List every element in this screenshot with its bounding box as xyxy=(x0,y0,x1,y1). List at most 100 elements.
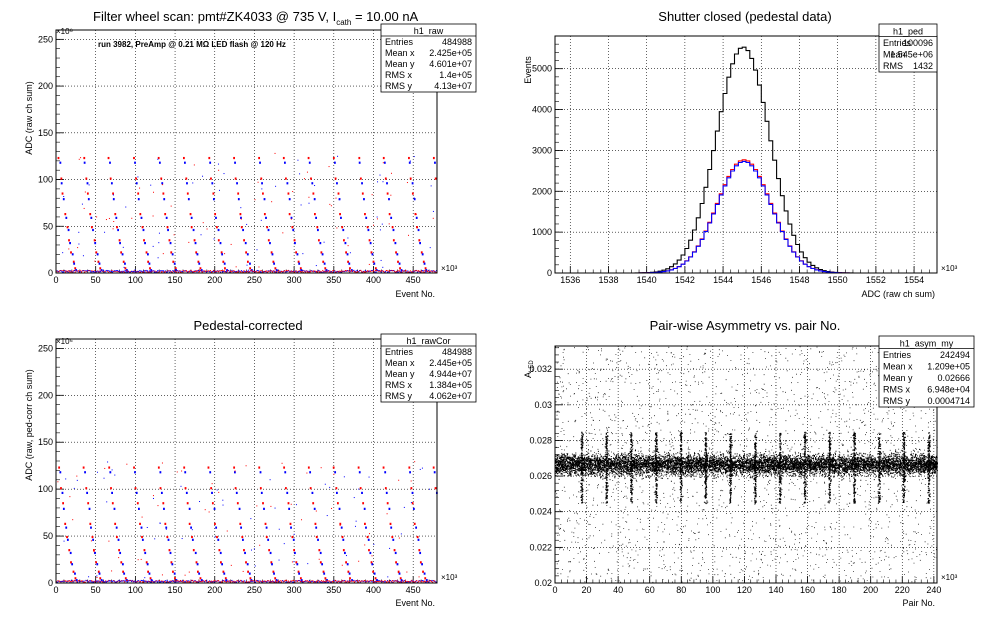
data-point-blue xyxy=(308,161,311,164)
stats-value: 4.062e+07 xyxy=(429,391,472,401)
data-point-baseline xyxy=(152,270,154,272)
data-point-red xyxy=(166,535,169,539)
data-point-baseline xyxy=(112,271,114,273)
data-point-baseline xyxy=(215,271,217,273)
data-point-baseline xyxy=(86,270,88,272)
data-point-red xyxy=(124,267,127,270)
data-point-baseline xyxy=(397,270,399,272)
data-point-baseline xyxy=(376,270,378,272)
data-point-baseline xyxy=(178,580,180,582)
data-point-baseline xyxy=(343,270,345,272)
data-point-baseline xyxy=(246,270,248,272)
data-point-blue xyxy=(88,507,91,510)
data-point-baseline xyxy=(403,270,405,272)
data-point-baseline xyxy=(197,581,199,583)
data-point-baseline xyxy=(156,580,158,582)
data-point-baseline xyxy=(94,579,96,582)
data-point-baseline xyxy=(347,580,349,582)
data-point-baseline xyxy=(433,579,435,582)
data-point-baseline xyxy=(192,271,194,273)
data-point-sparse xyxy=(125,206,127,208)
data-point-baseline xyxy=(194,270,196,272)
data-point-blue xyxy=(142,228,145,232)
data-point-blue xyxy=(190,216,193,219)
data-point-baseline xyxy=(432,580,434,582)
data-point-baseline xyxy=(402,270,404,272)
data-point-baseline xyxy=(247,581,250,583)
data-point-baseline xyxy=(150,270,152,272)
data-point-red xyxy=(366,226,369,229)
data-point-baseline xyxy=(66,581,68,583)
data-point-red xyxy=(259,487,262,490)
data-point-red xyxy=(57,156,60,160)
data-point-baseline xyxy=(200,580,203,582)
data-point-baseline xyxy=(191,579,193,582)
x-tick-label: 1536 xyxy=(560,275,580,285)
data-point-red xyxy=(293,239,296,242)
data-point-baseline xyxy=(142,579,144,582)
data-point-sparse xyxy=(410,502,412,504)
data-point-baseline xyxy=(407,270,409,272)
data-point-red xyxy=(399,577,402,580)
data-point-baseline xyxy=(254,581,256,583)
data-point-red xyxy=(99,577,102,580)
data-point-baseline xyxy=(104,271,106,273)
x-tick-label: 160 xyxy=(800,585,815,595)
data-point-red xyxy=(409,177,412,180)
data-point-blue xyxy=(263,198,266,201)
data-point-baseline xyxy=(312,580,314,582)
data-point-baseline xyxy=(395,270,397,272)
x-tick-label: 400 xyxy=(366,275,381,285)
data-point-baseline xyxy=(255,579,257,582)
data-point-baseline xyxy=(201,581,203,583)
data-point-baseline xyxy=(146,271,148,273)
data-point-baseline xyxy=(111,269,113,272)
data-point-baseline xyxy=(317,270,319,272)
data-point-sparse xyxy=(278,528,280,530)
data-point-baseline xyxy=(268,270,270,272)
data-point-baseline xyxy=(299,581,302,583)
data-point-red xyxy=(162,502,165,505)
data-point-baseline xyxy=(432,271,434,273)
data-point-blue xyxy=(134,161,136,164)
data-point-baseline xyxy=(184,581,186,583)
data-point-blue xyxy=(219,241,222,245)
data-point-baseline xyxy=(361,580,363,582)
data-point-baseline xyxy=(377,579,379,582)
stats-value: 484988 xyxy=(442,37,472,47)
x-tick-label: 120 xyxy=(737,585,752,595)
data-point-baseline xyxy=(65,270,67,272)
data-point-red xyxy=(145,251,148,254)
data-point-sparse xyxy=(161,462,163,464)
data-point-baseline xyxy=(94,271,96,273)
data-point-baseline xyxy=(223,270,225,272)
data-point-baseline xyxy=(303,270,305,272)
data-point-sparse xyxy=(410,480,412,482)
data-point-baseline xyxy=(168,270,170,272)
data-point-baseline xyxy=(305,580,307,582)
data-point-sparse xyxy=(82,255,84,257)
data-point-baseline xyxy=(110,270,112,273)
data-point-baseline xyxy=(362,271,364,273)
stats-box-name: h1_rawCor xyxy=(406,336,450,346)
data-point-sparse xyxy=(390,194,392,196)
data-point-blue xyxy=(192,228,195,232)
data-point-blue xyxy=(86,491,89,495)
data-point-baseline xyxy=(369,270,371,272)
data-point-baseline xyxy=(368,580,370,582)
data-point-baseline xyxy=(211,581,213,583)
data-point-baseline xyxy=(146,581,148,583)
data-point-baseline xyxy=(388,581,390,583)
data-point-red xyxy=(291,226,294,229)
data-point-baseline xyxy=(159,581,161,583)
data-point-blue xyxy=(242,538,244,541)
data-point-baseline xyxy=(423,581,425,583)
data-point-sparse xyxy=(398,572,400,574)
data-point-baseline xyxy=(188,271,190,273)
data-point-baseline xyxy=(324,581,326,583)
data-point-baseline xyxy=(56,270,58,272)
data-point-baseline xyxy=(272,580,274,583)
x-tick-label: 450 xyxy=(406,585,421,595)
data-point-baseline xyxy=(282,271,284,273)
data-point-baseline xyxy=(280,270,282,272)
